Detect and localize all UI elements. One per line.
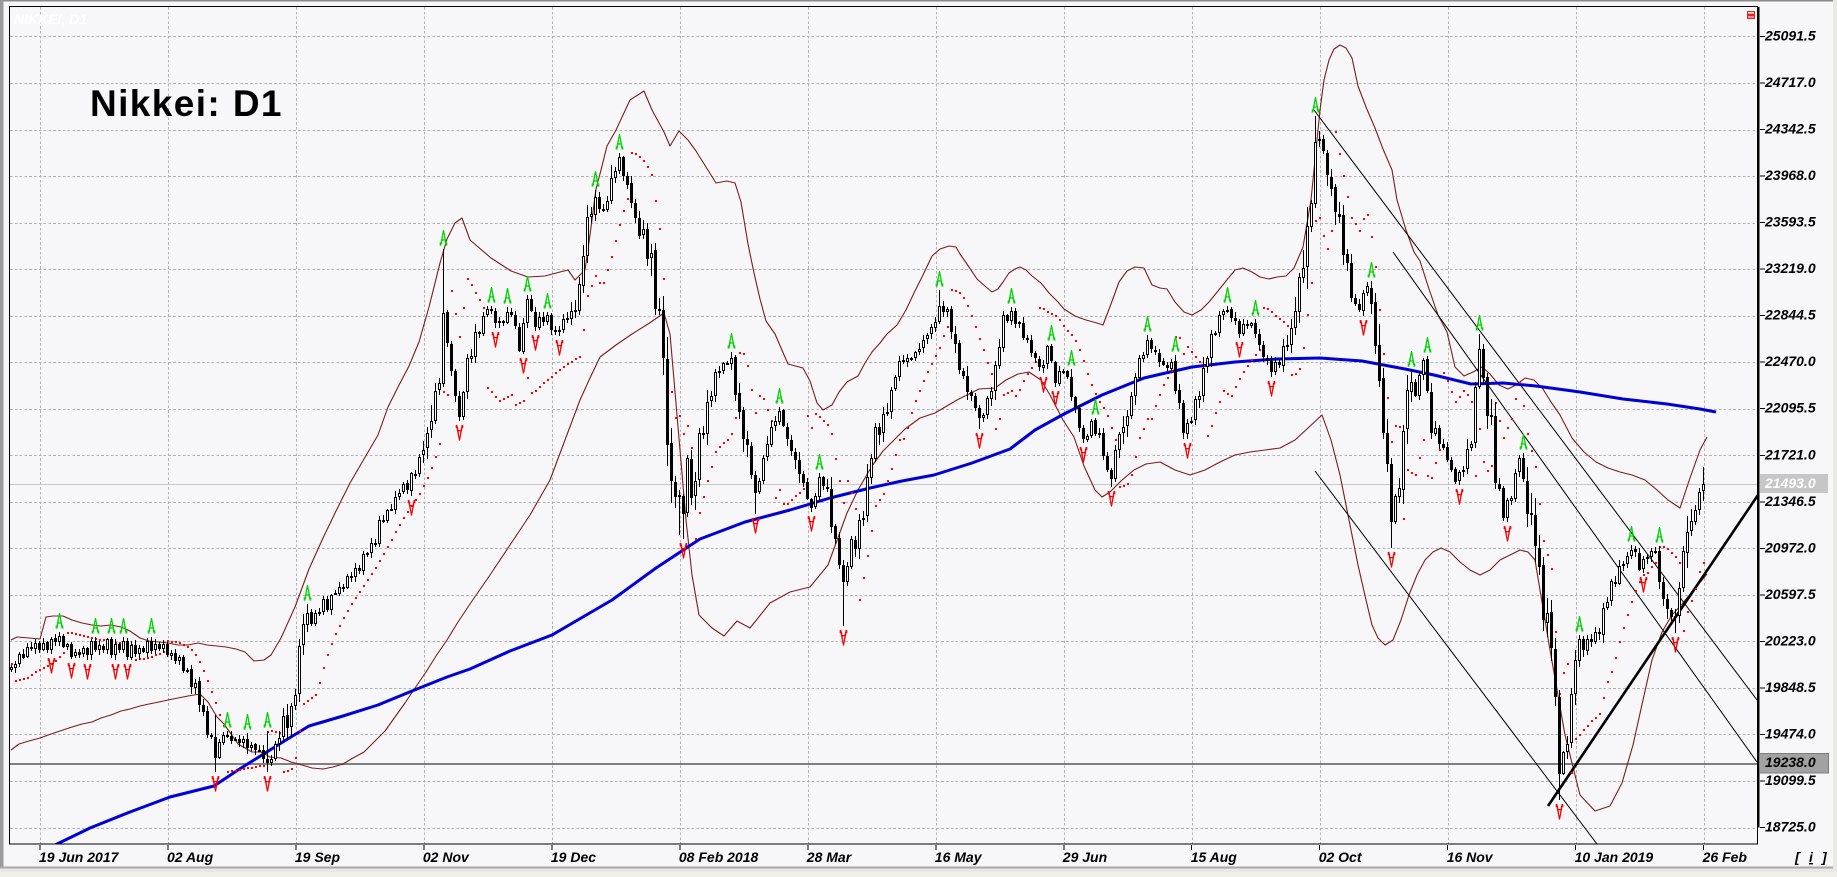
svg-text:02 Nov: 02 Nov <box>423 849 470 865</box>
svg-text:20597.5: 20597.5 <box>1764 586 1816 602</box>
svg-text:25091.5: 25091.5 <box>1764 28 1816 44</box>
svg-text:08 Feb 2018: 08 Feb 2018 <box>679 849 759 865</box>
svg-text:19 Dec: 19 Dec <box>551 849 596 865</box>
svg-text:22844.5: 22844.5 <box>1764 307 1816 323</box>
svg-text:[: [ <box>1794 849 1801 865</box>
svg-text:19099.5: 19099.5 <box>1765 772 1816 788</box>
svg-text:19474.0: 19474.0 <box>1765 725 1816 741</box>
svg-text:19 Sep: 19 Sep <box>295 849 341 865</box>
svg-text:19 Jun 2017: 19 Jun 2017 <box>39 849 120 865</box>
svg-text:21346.5: 21346.5 <box>1764 493 1816 509</box>
svg-text:02 Aug: 02 Aug <box>167 849 214 865</box>
svg-text:20972.0: 20972.0 <box>1764 539 1816 555</box>
svg-text:29 Jun: 29 Jun <box>1062 849 1107 865</box>
svg-text:Nikkei: D1: Nikkei: D1 <box>90 83 283 124</box>
svg-text:22095.5: 22095.5 <box>1764 400 1816 416</box>
svg-text:24717.0: 24717.0 <box>1764 74 1816 90</box>
svg-text:]: ] <box>1820 849 1828 865</box>
svg-text:10 Jan 2019: 10 Jan 2019 <box>1575 849 1654 865</box>
svg-text:23593.5: 23593.5 <box>1764 214 1816 230</box>
svg-text:23968.0: 23968.0 <box>1764 167 1816 183</box>
svg-text:26 Feb: 26 Feb <box>1702 849 1748 865</box>
svg-text:02 Oct: 02 Oct <box>1319 849 1363 865</box>
svg-text:i: i <box>1809 849 1814 865</box>
svg-text:18725.0: 18725.0 <box>1765 819 1816 835</box>
svg-text:24342.5: 24342.5 <box>1764 121 1816 137</box>
svg-text:20223.0: 20223.0 <box>1764 632 1816 648</box>
svg-text:NIKKEI, D1: NIKKEI, D1 <box>14 11 87 27</box>
svg-text:28 Mar: 28 Mar <box>806 849 853 865</box>
svg-text:15 Aug: 15 Aug <box>1191 849 1238 865</box>
svg-text:19238.0: 19238.0 <box>1765 754 1816 770</box>
svg-text:16 May: 16 May <box>935 849 983 865</box>
svg-text:22470.0: 22470.0 <box>1764 353 1816 369</box>
svg-text:19848.5: 19848.5 <box>1765 679 1816 695</box>
svg-text:16 Nov: 16 Nov <box>1447 849 1494 865</box>
svg-text:21721.0: 21721.0 <box>1764 446 1816 462</box>
svg-text:21493.0: 21493.0 <box>1764 475 1816 491</box>
svg-text:23219.0: 23219.0 <box>1764 260 1816 276</box>
